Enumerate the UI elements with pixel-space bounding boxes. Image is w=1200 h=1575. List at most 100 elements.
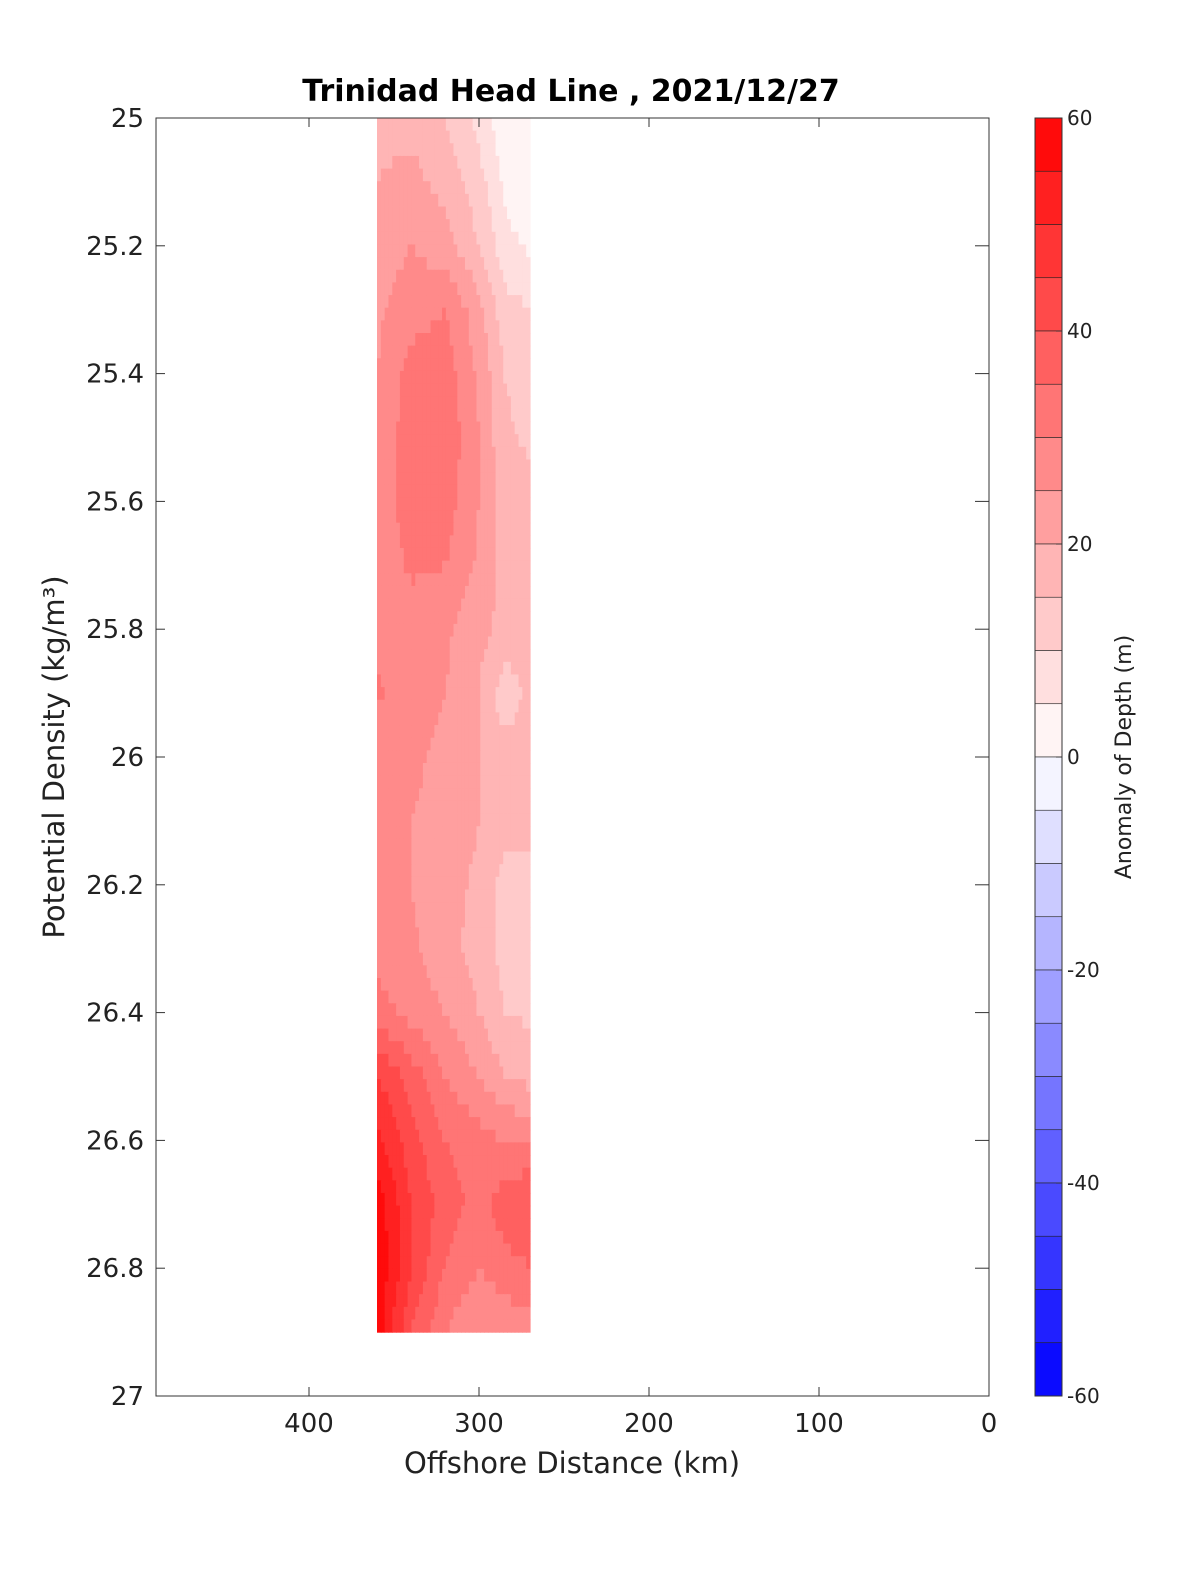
contour-cell (487, 1091, 493, 1106)
contour-cell (495, 1268, 500, 1283)
contour-cell (495, 940, 500, 954)
contour-cell (499, 649, 504, 663)
contour-cell (464, 560, 470, 574)
contour-cell (445, 408, 451, 423)
contour-cell (407, 1028, 413, 1042)
contour-cell (461, 598, 466, 612)
contour-cell (384, 459, 390, 473)
contour-cell (476, 1218, 481, 1232)
contour-cell (510, 1205, 516, 1219)
contour-cell (434, 1281, 439, 1295)
contour-cell (445, 585, 451, 600)
contour-cell (449, 1268, 455, 1283)
contour-cell (457, 788, 462, 802)
contour-cell (438, 851, 443, 865)
contour-cell (518, 788, 523, 802)
contour-cell (434, 269, 439, 284)
contour-cell (484, 598, 489, 612)
contour-cell (526, 408, 531, 423)
contour-cell (407, 181, 413, 195)
contour-cell (430, 446, 435, 461)
contour-cell (453, 864, 458, 878)
contour-cell (453, 320, 458, 334)
contour-cell (442, 181, 447, 195)
contour-cell (396, 1066, 401, 1080)
contour-cell (384, 623, 390, 638)
contour-cell (422, 623, 428, 638)
y-tick-label: 26 (111, 743, 144, 773)
contour-cell (484, 636, 489, 650)
contour-cell (480, 434, 485, 448)
contour-cell (415, 1306, 420, 1321)
contour-cell (453, 623, 458, 638)
contour-cell (503, 472, 508, 486)
contour-cell (464, 1066, 470, 1080)
contour-cell (476, 1167, 481, 1181)
contour-cell (415, 472, 420, 486)
contour-cell (426, 750, 432, 764)
contour-cell (377, 661, 382, 676)
contour-cell (426, 269, 432, 284)
contour-cell (464, 269, 470, 284)
contour-cell (388, 826, 393, 840)
contour-cell (445, 712, 451, 726)
contour-cell (518, 1079, 523, 1093)
contour-cell (422, 598, 428, 612)
contour-cell (453, 687, 458, 701)
contour-cell (392, 269, 397, 284)
contour-cell (503, 383, 508, 397)
contour-cell (384, 1091, 390, 1106)
contour-cell (464, 370, 470, 385)
contour-cell (457, 1230, 462, 1245)
contour-cell (380, 1319, 386, 1333)
contour-cell (384, 965, 390, 979)
contour-cell (396, 1268, 401, 1283)
contour-cell (422, 282, 428, 296)
contour-cell (403, 155, 409, 170)
contour-cell (396, 219, 401, 233)
contour-cell (495, 295, 500, 309)
contour-cell (388, 1028, 393, 1042)
contour-cell (434, 1180, 439, 1194)
contour-cell (461, 661, 466, 676)
contour-cell (380, 826, 386, 840)
contour-cell (510, 446, 516, 461)
contour-cell (438, 940, 443, 954)
contour-cell (503, 725, 508, 739)
contour-cell (526, 977, 531, 992)
contour-cell (438, 725, 443, 739)
contour-cell (377, 1091, 382, 1106)
contour-cell (411, 800, 416, 815)
contour-cell (476, 1129, 481, 1143)
contour-cell (464, 649, 470, 663)
contour-cell (377, 775, 382, 789)
contour-cell (411, 345, 416, 359)
contour-cell (396, 118, 401, 132)
contour-cell (407, 358, 413, 372)
contour-cell (522, 434, 527, 448)
contour-cell (449, 636, 455, 650)
contour-cell (503, 1028, 508, 1042)
contour-cell (384, 307, 390, 321)
contour-cell (419, 1066, 424, 1080)
contour-cell (507, 940, 512, 954)
contour-cell (464, 725, 470, 739)
contour-cell (499, 510, 504, 524)
contour-cell (457, 750, 462, 764)
contour-cell (499, 358, 504, 372)
contour-cell (476, 1155, 481, 1169)
contour-cell (377, 484, 382, 499)
contour-cell (464, 282, 470, 296)
contour-cell (480, 1079, 485, 1093)
contour-cell (445, 282, 451, 296)
contour-cell (380, 649, 386, 663)
contour-cell (522, 725, 527, 739)
contour-cell (514, 484, 520, 499)
contour-cell (476, 484, 481, 499)
contour-cell (403, 193, 409, 208)
contour-cell (377, 396, 382, 410)
contour-cell (392, 333, 397, 347)
contour-cell (518, 143, 523, 157)
contour-cell (464, 927, 470, 941)
